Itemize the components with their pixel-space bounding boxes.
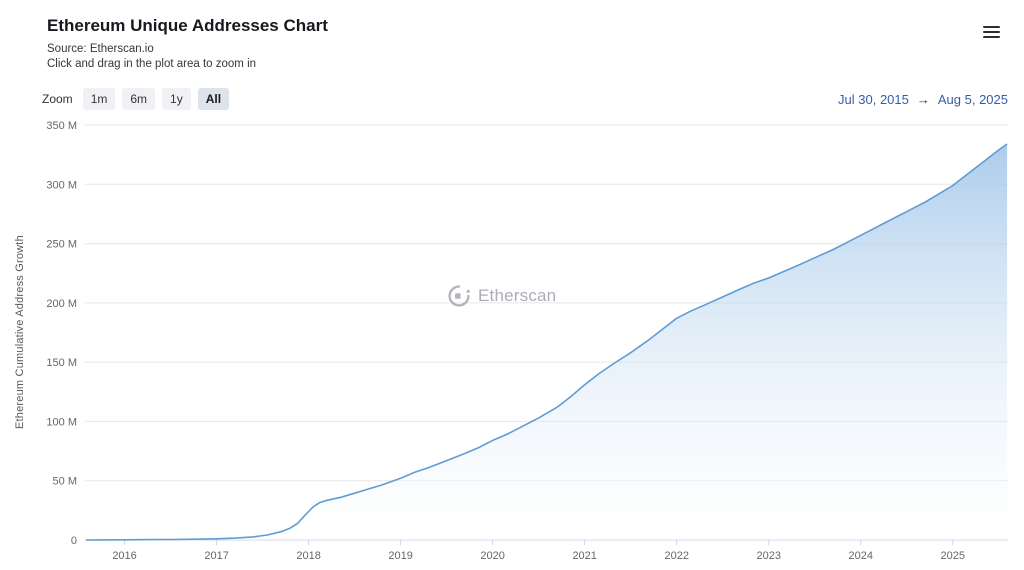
chart-context-menu-button[interactable] (978, 20, 1004, 44)
x-axis-labels: 2016 2017 2018 2019 2020 2021 2022 2023 2024 2025 (112, 540, 965, 562)
zoom-button-6m[interactable]: 6m (122, 88, 156, 110)
hamburger-icon (982, 23, 1000, 41)
date-range: Jul 30, 2015 → Aug 5, 2025 (838, 92, 1008, 107)
svg-text:2025: 2025 (941, 550, 965, 562)
zoom-button-1y[interactable]: 1y (162, 88, 191, 110)
zoom-button-all[interactable]: All (197, 88, 230, 110)
svg-text:2020: 2020 (480, 550, 504, 562)
svg-text:2023: 2023 (756, 550, 780, 562)
svg-text:0: 0 (71, 535, 77, 547)
zoom-button-1m[interactable]: 1m (82, 88, 116, 110)
y-axis-labels: 0 50 M 100 M 150 M 200 M 250 M 300 M 350 M (46, 120, 77, 547)
svg-text:2016: 2016 (112, 550, 136, 562)
svg-text:300 M: 300 M (46, 179, 77, 191)
range-to-input[interactable]: Aug 5, 2025 (937, 91, 1008, 107)
area-series-line (85, 143, 1008, 541)
svg-text:150 M: 150 M (46, 357, 77, 369)
range-selector-toolbar: Zoom 1m 6m 1y All Jul 30, 2015 → Aug 5, … (42, 87, 1008, 111)
grid-lines (85, 124, 1008, 482)
svg-text:350 M: 350 M (46, 120, 77, 132)
svg-text:200 M: 200 M (46, 298, 77, 310)
svg-text:100 M: 100 M (46, 416, 77, 428)
chart-source: Source: Etherscan.io (47, 43, 154, 55)
area-series-fill (85, 144, 1008, 540)
zoom-label: Zoom (42, 92, 73, 106)
svg-text:50 M: 50 M (53, 476, 77, 488)
range-arrow-icon: → (916, 91, 930, 107)
svg-text:2019: 2019 (388, 550, 412, 562)
svg-text:2018: 2018 (296, 550, 320, 562)
svg-text:250 M: 250 M (46, 239, 77, 251)
svg-text:2024: 2024 (849, 550, 873, 562)
svg-text:2021: 2021 (572, 550, 596, 562)
svg-text:2022: 2022 (664, 550, 688, 562)
chart-hint: Click and drag in the plot area to zoom … (47, 58, 257, 70)
page-title: Ethereum Unique Addresses Chart (47, 16, 328, 35)
range-from-input[interactable]: Jul 30, 2015 (838, 91, 909, 107)
svg-text:2017: 2017 (204, 550, 228, 562)
